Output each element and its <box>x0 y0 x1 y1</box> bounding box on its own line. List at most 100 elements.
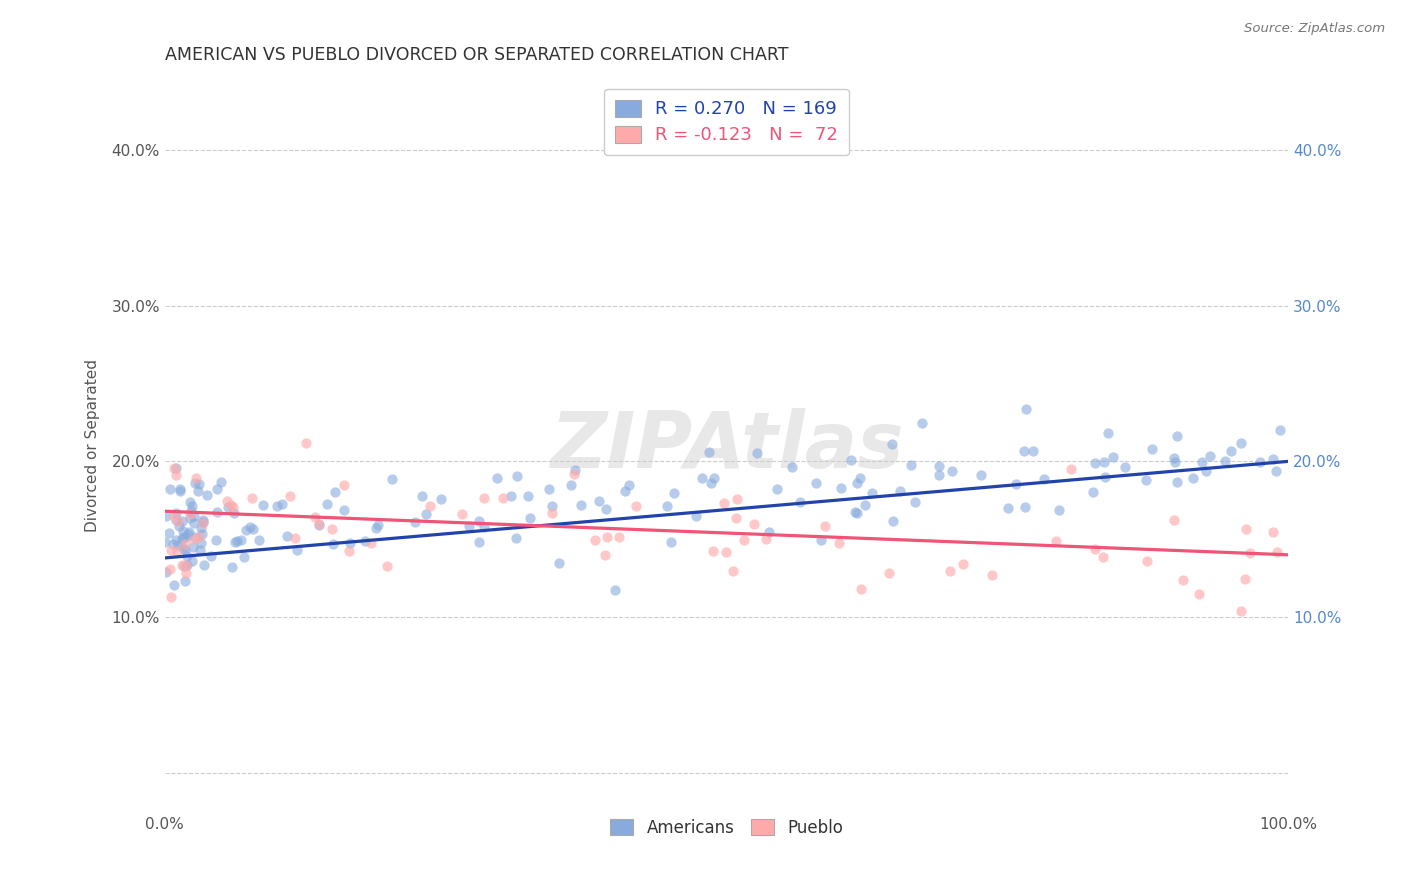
Point <box>221 559 243 574</box>
Point <box>184 476 207 491</box>
Point <box>276 529 298 543</box>
Point <box>186 471 208 485</box>
Point <box>1163 451 1185 466</box>
Point <box>541 499 564 513</box>
Point <box>1234 572 1257 586</box>
Point <box>278 489 301 503</box>
Point <box>187 484 209 499</box>
Y-axis label: Divorced or Separated: Divorced or Separated <box>86 359 100 533</box>
Point <box>333 503 356 517</box>
Point <box>294 436 316 450</box>
Point <box>607 530 630 544</box>
Point <box>713 496 735 510</box>
Point <box>1261 525 1284 540</box>
Point <box>172 514 194 528</box>
Text: ZIPAtlas: ZIPAtlas <box>550 408 903 483</box>
Point <box>157 526 180 541</box>
Point <box>193 558 215 572</box>
Point <box>595 549 617 563</box>
Point <box>183 516 205 530</box>
Point <box>1005 476 1028 491</box>
Point <box>595 501 617 516</box>
Point <box>180 500 202 514</box>
Point <box>451 507 474 521</box>
Point <box>225 534 247 549</box>
Point <box>560 478 582 492</box>
Point <box>187 530 209 544</box>
Point <box>252 498 274 512</box>
Point <box>381 472 404 486</box>
Point <box>1199 449 1222 463</box>
Point <box>468 514 491 528</box>
Point <box>1060 462 1083 476</box>
Point <box>187 476 209 491</box>
Point <box>845 476 868 491</box>
Point <box>1265 544 1288 558</box>
Point <box>458 518 481 533</box>
Point <box>1213 453 1236 467</box>
Point <box>159 590 181 604</box>
Point <box>1166 475 1188 489</box>
Point <box>506 468 529 483</box>
Point <box>165 513 187 527</box>
Point <box>284 531 307 545</box>
Point <box>174 566 197 580</box>
Point <box>1094 470 1116 484</box>
Point <box>167 514 190 528</box>
Point <box>1230 436 1253 450</box>
Point <box>339 536 361 550</box>
Point <box>492 491 515 505</box>
Point <box>538 482 561 496</box>
Point <box>419 499 441 513</box>
Point <box>233 550 256 565</box>
Point <box>193 516 215 530</box>
Point <box>780 460 803 475</box>
Point <box>941 464 963 478</box>
Point <box>271 497 294 511</box>
Point <box>939 564 962 578</box>
Point <box>169 483 191 497</box>
Point <box>848 471 870 485</box>
Point <box>190 536 212 550</box>
Point <box>177 524 200 539</box>
Point <box>1084 541 1107 556</box>
Point <box>321 522 343 536</box>
Point <box>235 523 257 537</box>
Point <box>472 520 495 534</box>
Point <box>322 537 344 551</box>
Point <box>860 485 883 500</box>
Point <box>889 483 911 498</box>
Point <box>337 544 360 558</box>
Point <box>928 468 950 483</box>
Point <box>485 470 508 484</box>
Point <box>548 556 571 570</box>
Point <box>163 578 186 592</box>
Point <box>1097 425 1119 440</box>
Point <box>240 491 263 506</box>
Point <box>659 535 682 549</box>
Point <box>1012 444 1035 458</box>
Point <box>1101 450 1123 464</box>
Point <box>159 562 181 576</box>
Point <box>179 511 201 525</box>
Point <box>191 526 214 541</box>
Point <box>804 476 827 491</box>
Point <box>997 500 1019 515</box>
Point <box>813 519 835 533</box>
Point <box>366 521 388 535</box>
Text: Source: ZipAtlas.com: Source: ZipAtlas.com <box>1244 22 1385 36</box>
Point <box>1015 402 1038 417</box>
Text: AMERICAN VS PUEBLO DIVORCED OR SEPARATED CORRELATION CHART: AMERICAN VS PUEBLO DIVORCED OR SEPARATED… <box>165 46 789 64</box>
Point <box>1163 513 1185 527</box>
Point <box>1261 451 1284 466</box>
Point <box>367 518 389 533</box>
Point <box>190 521 212 535</box>
Point <box>167 538 190 552</box>
Point <box>664 485 686 500</box>
Point <box>153 535 176 549</box>
Point <box>222 506 245 520</box>
Point <box>180 504 202 518</box>
Point <box>619 478 641 492</box>
Point <box>714 545 737 559</box>
Point <box>605 583 627 598</box>
